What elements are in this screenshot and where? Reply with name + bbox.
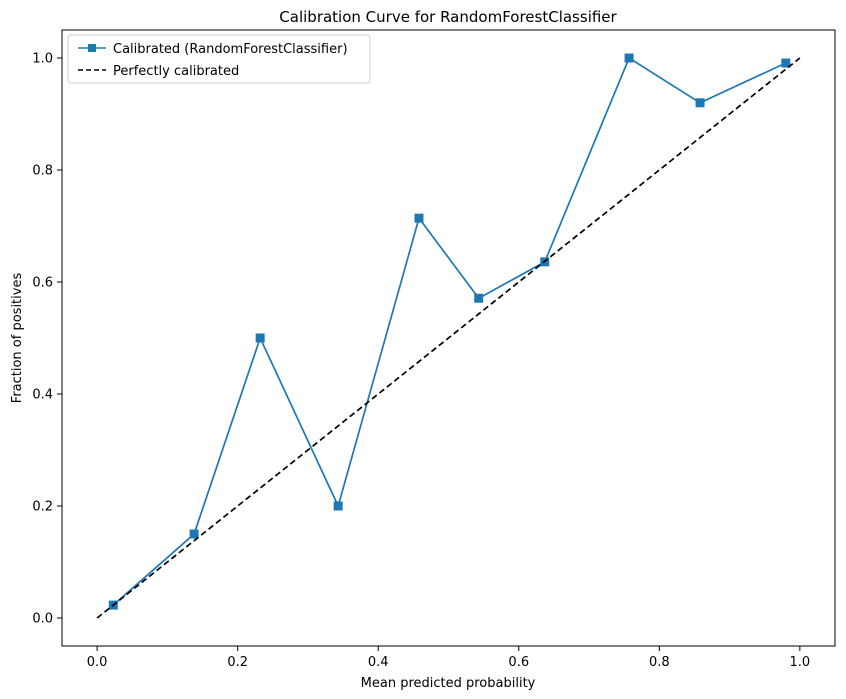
data-point	[333, 501, 343, 511]
y-tick-label: 0.2	[32, 500, 53, 515]
data-point	[624, 53, 634, 63]
y-tick-label: 0.6	[32, 276, 53, 291]
x-axis-label: Mean predicted probability	[361, 676, 536, 691]
y-axis-ticks: 0.0 0.2 0.4 0.6 0.8 1.0	[32, 52, 62, 627]
data-point	[414, 213, 424, 223]
y-axis-label: Fraction of positives	[10, 273, 25, 404]
y-tick-label: 0.8	[32, 164, 53, 179]
legend-label-perfect: Perfectly calibrated	[113, 64, 239, 79]
y-tick-label: 0.0	[32, 612, 53, 627]
series-line-0	[112, 56, 787, 606]
legend-box	[67, 34, 371, 84]
x-tick-label: 0.2	[227, 655, 248, 670]
data-point	[474, 293, 484, 303]
legend-marker-calibrated	[88, 44, 96, 52]
plot-frame	[61, 29, 836, 647]
series-layer	[96, 53, 801, 619]
x-axis-ticks: 0.0 0.2 0.4 0.6 0.8 1.0	[87, 646, 810, 670]
y-tick-label: 1.0	[32, 52, 53, 67]
y-tick-label: 0.4	[32, 388, 53, 403]
data-point	[781, 58, 791, 68]
data-point	[255, 333, 265, 343]
x-tick-label: 0.4	[368, 655, 389, 670]
x-tick-label: 0.6	[508, 655, 529, 670]
legend: Calibrated (RandomForestClassifier) Perf…	[67, 34, 371, 84]
x-tick-label: 0.0	[87, 655, 108, 670]
chart-title: Calibration Curve for RandomForestClassi…	[279, 8, 617, 26]
x-tick-label: 0.8	[649, 655, 670, 670]
series-line-1	[96, 57, 801, 619]
data-point	[189, 529, 199, 539]
x-tick-label: 1.0	[790, 655, 811, 670]
legend-label-calibrated: Calibrated (RandomForestClassifier)	[113, 42, 348, 57]
data-point	[695, 98, 705, 108]
